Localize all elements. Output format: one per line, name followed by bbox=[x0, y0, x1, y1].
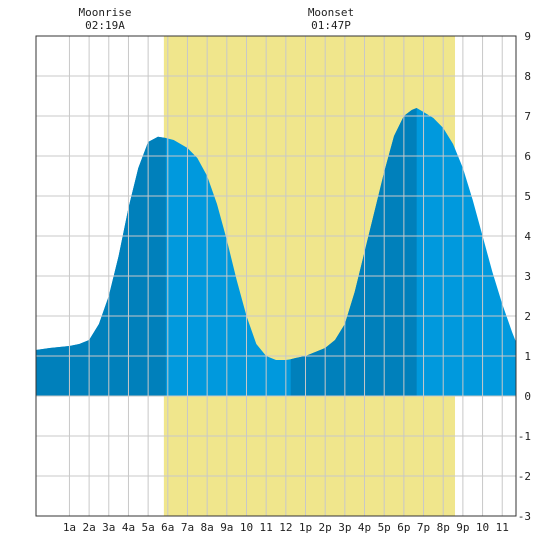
x-axis-ticks: 1a 2a 3a 4a 5a 6a 7a 8a 9a 10 11 12 1p 2p 3p 4p 5p 6p 7p 8p… bbox=[63, 521, 509, 534]
x-tick-label: 4a bbox=[122, 521, 135, 534]
x-tick-label: 2a bbox=[82, 521, 95, 534]
grid-lines bbox=[36, 36, 516, 516]
y-tick-label: 0 bbox=[524, 390, 531, 403]
moonset-time: 01:47P bbox=[311, 19, 351, 32]
x-tick-label: 5p bbox=[378, 521, 391, 534]
x-tick-label: 4p bbox=[358, 521, 371, 534]
y-tick-label: 8 bbox=[524, 70, 531, 83]
y-tick-label: 3 bbox=[524, 270, 531, 283]
moonrise-label: Moonrise bbox=[79, 6, 132, 19]
x-tick-label: 7a bbox=[181, 521, 194, 534]
x-tick-label: 2p bbox=[319, 521, 332, 534]
x-tick-label: 6a bbox=[161, 521, 174, 534]
x-tick-label: 9a bbox=[220, 521, 233, 534]
x-tick-label: 12 bbox=[279, 521, 292, 534]
plot-area bbox=[35, 35, 517, 517]
x-tick-label: 7p bbox=[417, 521, 430, 534]
x-tick-label: 3p bbox=[338, 521, 351, 534]
moonrise-time: 02:19A bbox=[85, 19, 125, 32]
x-tick-label: 11 bbox=[260, 521, 273, 534]
y-tick-label: -2 bbox=[518, 470, 531, 483]
x-tick-label: 10 bbox=[476, 521, 489, 534]
y-tick-label: 5 bbox=[524, 190, 531, 203]
y-tick-label: -3 bbox=[518, 510, 531, 523]
x-tick-label: 5a bbox=[142, 521, 155, 534]
y-tick-label: 6 bbox=[524, 150, 531, 163]
x-tick-label: 1p bbox=[299, 521, 312, 534]
moonset-label: Moonset bbox=[308, 6, 354, 19]
y-tick-label: 2 bbox=[524, 310, 531, 323]
x-tick-label: 9p bbox=[456, 521, 469, 534]
y-tick-label: 4 bbox=[524, 230, 531, 243]
x-tick-label: 10 bbox=[240, 521, 253, 534]
x-tick-label: 1a bbox=[63, 521, 76, 534]
x-tick-label: 3a bbox=[102, 521, 115, 534]
x-tick-label: 11 bbox=[496, 521, 509, 534]
y-axis-ticks: -3 -2 -1 0 1 2 3 4 5 6 7 8 9 bbox=[518, 30, 532, 523]
plot-border bbox=[35, 35, 517, 517]
x-tick-label: 8a bbox=[201, 521, 214, 534]
x-tick-label: 8p bbox=[437, 521, 450, 534]
y-tick-label: -1 bbox=[518, 430, 531, 443]
y-tick-label: 1 bbox=[524, 350, 531, 363]
y-tick-label: 9 bbox=[524, 30, 531, 43]
x-tick-label: 6p bbox=[397, 521, 410, 534]
y-tick-label: 7 bbox=[524, 110, 531, 123]
